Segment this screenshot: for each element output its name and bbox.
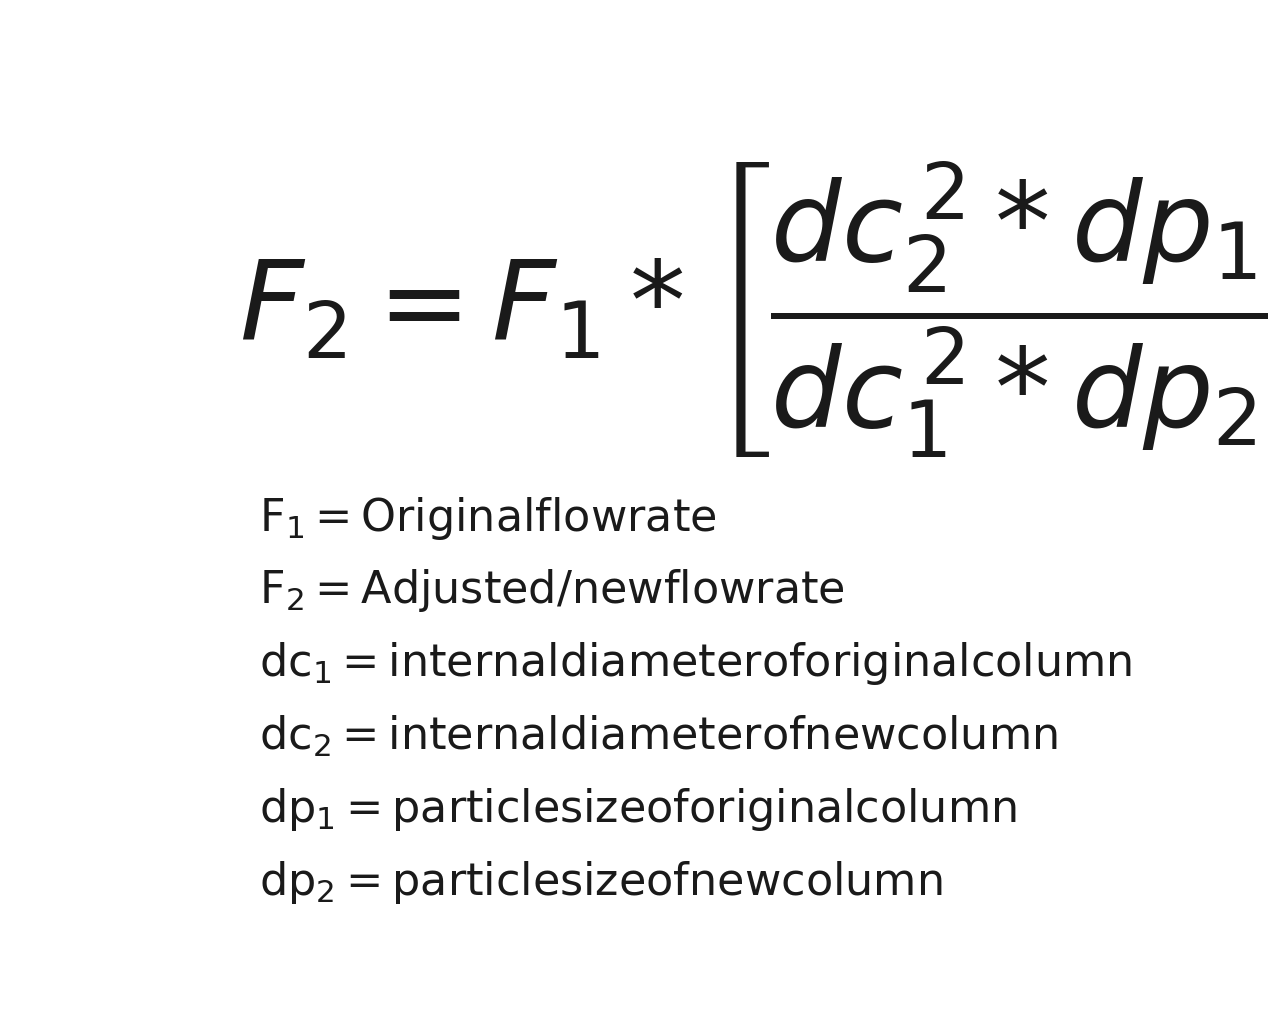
Text: $\mathsf{dp}_{\mathsf{1}}$$\mathsf{ = particle size of original column}$: $\mathsf{dp}_{\mathsf{1}}$$\mathsf{ = pa… bbox=[259, 786, 1018, 833]
Text: $\mathsf{dp}_{\mathsf{2}}$$\mathsf{ = particle size of new column}$: $\mathsf{dp}_{\mathsf{2}}$$\mathsf{ = pa… bbox=[259, 859, 943, 906]
Text: $\mathsf{F}_{\mathsf{1}}$$\mathsf{ = Original flow rate}$: $\mathsf{F}_{\mathsf{1}}$$\mathsf{ = Ori… bbox=[259, 495, 717, 542]
Text: $\mathsf{F}_{\mathsf{2}}$$\mathsf{ = Adjusted/new flow rate}$: $\mathsf{F}_{\mathsf{2}}$$\mathsf{ = Adj… bbox=[259, 567, 845, 615]
Text: $\mathsf{dc}_{\mathsf{1}}$$\mathsf{ = internal diameter of original column}$: $\mathsf{dc}_{\mathsf{1}}$$\mathsf{ = in… bbox=[259, 640, 1133, 687]
Text: $\mathit{F}_2 = \mathit{F}_1 * \left[\dfrac{\mathit{dc}_2^{\,2} * \mathit{dp}_1}: $\mathit{F}_2 = \mathit{F}_1 * \left[\df… bbox=[239, 160, 1280, 461]
Text: $\mathsf{dc}_{\mathsf{2}}$$\mathsf{ = internal diameter of new column}$: $\mathsf{dc}_{\mathsf{2}}$$\mathsf{ = in… bbox=[259, 714, 1059, 759]
